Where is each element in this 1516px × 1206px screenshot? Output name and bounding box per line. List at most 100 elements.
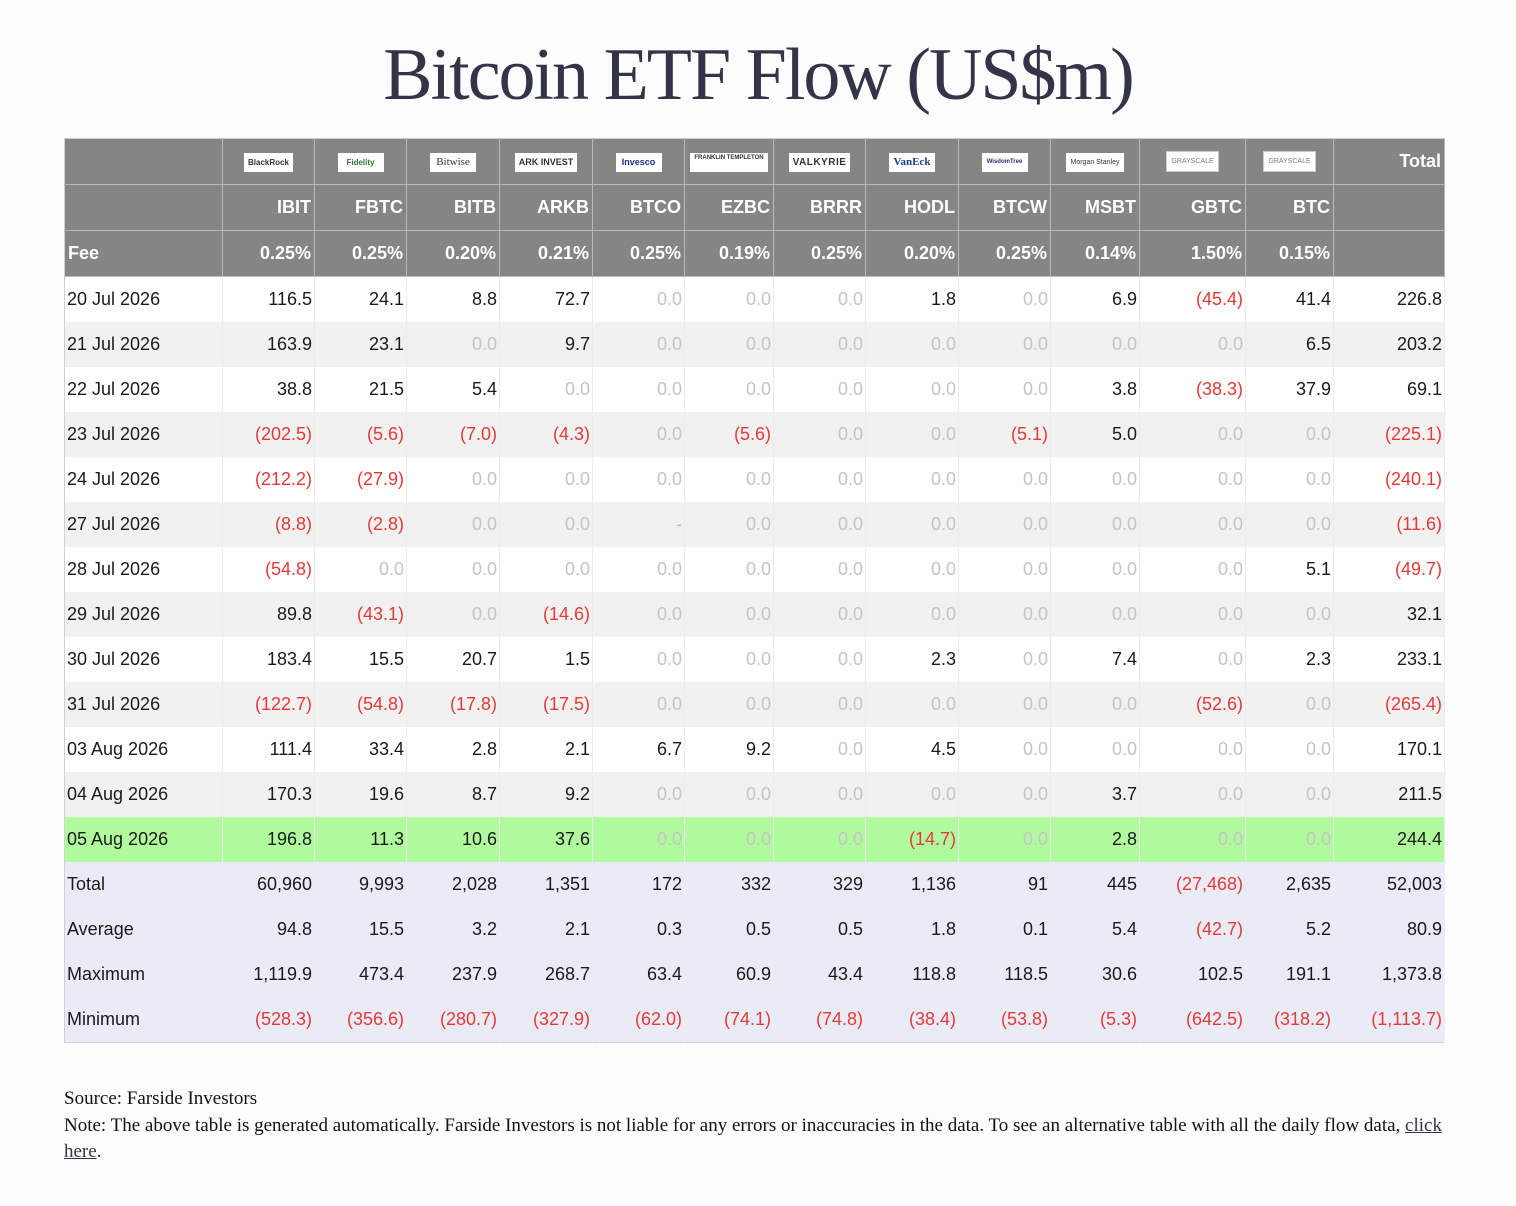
flow-cell-gbtc: 0.0 — [1139, 457, 1246, 502]
flow-cell-arkb: 9.7 — [499, 322, 593, 367]
flow-cell-bitb: 0.0 — [406, 322, 500, 367]
flow-cell-bitb: 8.8 — [406, 276, 500, 322]
row-date: 21 Jul 2026 — [64, 322, 223, 367]
flow-cell-ibit: (202.5) — [222, 412, 315, 457]
flow-cell-ezbc: 9.2 — [684, 727, 774, 772]
flow-cell-hodl: 0.0 — [865, 367, 959, 412]
summary-cell-ibit: 60,960 — [222, 862, 315, 907]
total-column-header: Total — [1333, 138, 1445, 185]
summary-row-minimum: Minimum (528.3) (356.6) (280.7) (327.9) (62.0… — [64, 997, 1445, 1043]
summary-cell-msbt: (5.3) — [1050, 997, 1140, 1043]
flow-cell-fbtc: 24.1 — [314, 276, 407, 322]
summary-cell-arkb: 1,351 — [499, 862, 593, 907]
flow-cell-btc: 41.4 — [1245, 276, 1334, 322]
flow-cell-btc: 6.5 — [1245, 322, 1334, 367]
wisdomtree-logo: WisdomTree — [981, 152, 1028, 172]
flow-cell-fbtc: (2.8) — [314, 502, 407, 547]
fee-cell-ibit: 0.25% — [222, 230, 315, 277]
flow-cell-arkb: 0.0 — [499, 457, 593, 502]
table-row: 23 Jul 2026 (202.5) (5.6) (7.0) (4.3) 0.0 (5.6… — [64, 412, 1445, 457]
alternative-table-link[interactable]: click here — [64, 1114, 1442, 1163]
row-date: 28 Jul 2026 — [64, 547, 223, 592]
ticker-header-btcw: BTCW — [958, 184, 1051, 231]
fidelity-logo: Fidelity — [337, 152, 384, 172]
flow-cell-gbtc: (45.4) — [1139, 276, 1246, 322]
table-row: 04 Aug 2026 170.3 19.6 8.7 9.2 0.0 0.0 0.0 0.0 0.… — [64, 772, 1445, 817]
table-row: 29 Jul 2026 89.8 (43.1) 0.0 (14.6) 0.0 0.0 0.0 0… — [64, 592, 1445, 637]
flow-cell-btcw: 0.0 — [958, 502, 1051, 547]
footer: Source: Farside Investors Note: The abov… — [64, 1086, 1444, 1166]
summary-cell-btc: 191.1 — [1245, 952, 1334, 997]
fee-cell-gbtc: 1.50% — [1139, 230, 1246, 277]
flow-cell-hodl: 1.8 — [865, 276, 959, 322]
table-row: 31 Jul 2026 (122.7) (54.8) (17.8) (17.5) 0.0 0… — [64, 682, 1445, 727]
row-date: 03 Aug 2026 — [64, 727, 223, 772]
row-total-cell: 244.4 — [1333, 817, 1445, 862]
flow-cell-btco: 0.0 — [592, 637, 685, 682]
fee-cell-ezbc: 0.19% — [684, 230, 774, 277]
flow-cell-hodl: 4.5 — [865, 727, 959, 772]
flow-cell-msbt: 2.8 — [1050, 817, 1140, 862]
summary-cell-ezbc: (74.1) — [684, 997, 774, 1043]
flow-cell-msbt: 3.8 — [1050, 367, 1140, 412]
flow-cell-fbtc: 21.5 — [314, 367, 407, 412]
flow-cell-btco: 0.0 — [592, 322, 685, 367]
grayscale-gbtc-logo: GRAYSCALE — [1166, 151, 1219, 173]
table-row: 20 Jul 2026 116.5 24.1 8.8 72.7 0.0 0.0 0.0 1.8 0… — [64, 276, 1445, 322]
flow-cell-ezbc: 0.0 — [684, 682, 774, 727]
header-blank-cell — [64, 184, 223, 231]
flow-cell-ibit: (8.8) — [222, 502, 315, 547]
flow-cell-brrr: 0.0 — [773, 547, 866, 592]
flow-cell-hodl: 0.0 — [865, 772, 959, 817]
flow-cell-btcw: 0.0 — [958, 547, 1051, 592]
summary-cell-bitb: 237.9 — [406, 952, 500, 997]
flow-cell-arkb: (14.6) — [499, 592, 593, 637]
flow-cell-ezbc: 0.0 — [684, 502, 774, 547]
flow-cell-btco: 0.0 — [592, 367, 685, 412]
flow-cell-btc: 0.0 — [1245, 682, 1334, 727]
ticker-header-ibit: IBIT — [222, 184, 315, 231]
flow-cell-msbt: 0.0 — [1050, 457, 1140, 502]
flow-cell-ezbc: 0.0 — [684, 547, 774, 592]
row-date: 23 Jul 2026 — [64, 412, 223, 457]
flow-cell-btc: 5.1 — [1245, 547, 1334, 592]
disclaimer-note: Note: The above table is generated autom… — [64, 1113, 1444, 1166]
row-total-cell: 69.1 — [1333, 367, 1445, 412]
flow-cell-fbtc: 11.3 — [314, 817, 407, 862]
flow-cell-btc: 0.0 — [1245, 457, 1334, 502]
flow-cell-ezbc: 0.0 — [684, 457, 774, 502]
flow-cell-arkb: 0.0 — [499, 502, 593, 547]
flow-cell-btco: 0.0 — [592, 592, 685, 637]
row-date: 30 Jul 2026 — [64, 637, 223, 682]
flow-cell-btcw: 0.0 — [958, 276, 1051, 322]
flow-cell-bitb: 5.4 — [406, 367, 500, 412]
flow-cell-bitb: 2.8 — [406, 727, 500, 772]
summary-cell-msbt: 5.4 — [1050, 907, 1140, 952]
flow-cell-fbtc: 0.0 — [314, 547, 407, 592]
flow-cell-arkb: (17.5) — [499, 682, 593, 727]
flow-cell-btcw: 0.0 — [958, 817, 1051, 862]
ticker-header-gbtc: GBTC — [1139, 184, 1246, 231]
flow-cell-bitb: 8.7 — [406, 772, 500, 817]
blackrock-logo: BlackRock — [244, 152, 293, 172]
summary-cell-ezbc: 0.5 — [684, 907, 774, 952]
flow-cell-arkb: 0.0 — [499, 547, 593, 592]
valkyrie-logo: VALKYRIE — [788, 152, 851, 172]
flow-cell-ezbc: 0.0 — [684, 276, 774, 322]
flow-cell-btc: 0.0 — [1245, 412, 1334, 457]
row-date: 29 Jul 2026 — [64, 592, 223, 637]
fee-label: Fee — [64, 230, 223, 277]
flow-cell-gbtc: 0.0 — [1139, 502, 1246, 547]
flow-cell-bitb: (17.8) — [406, 682, 500, 727]
summary-cell-hodl: 1,136 — [865, 862, 959, 907]
row-total-cell: (49.7) — [1333, 547, 1445, 592]
flow-cell-msbt: 7.4 — [1050, 637, 1140, 682]
flow-cell-btco: 0.0 — [592, 547, 685, 592]
row-date: 22 Jul 2026 — [64, 367, 223, 412]
flow-cell-btco: 0.0 — [592, 817, 685, 862]
fee-cell-hodl: 0.20% — [865, 230, 959, 277]
row-date: 20 Jul 2026 — [64, 276, 223, 322]
summary-cell-fbtc: (356.6) — [314, 997, 407, 1043]
summary-cell-bitb: 3.2 — [406, 907, 500, 952]
summary-cell-btco: 0.3 — [592, 907, 685, 952]
